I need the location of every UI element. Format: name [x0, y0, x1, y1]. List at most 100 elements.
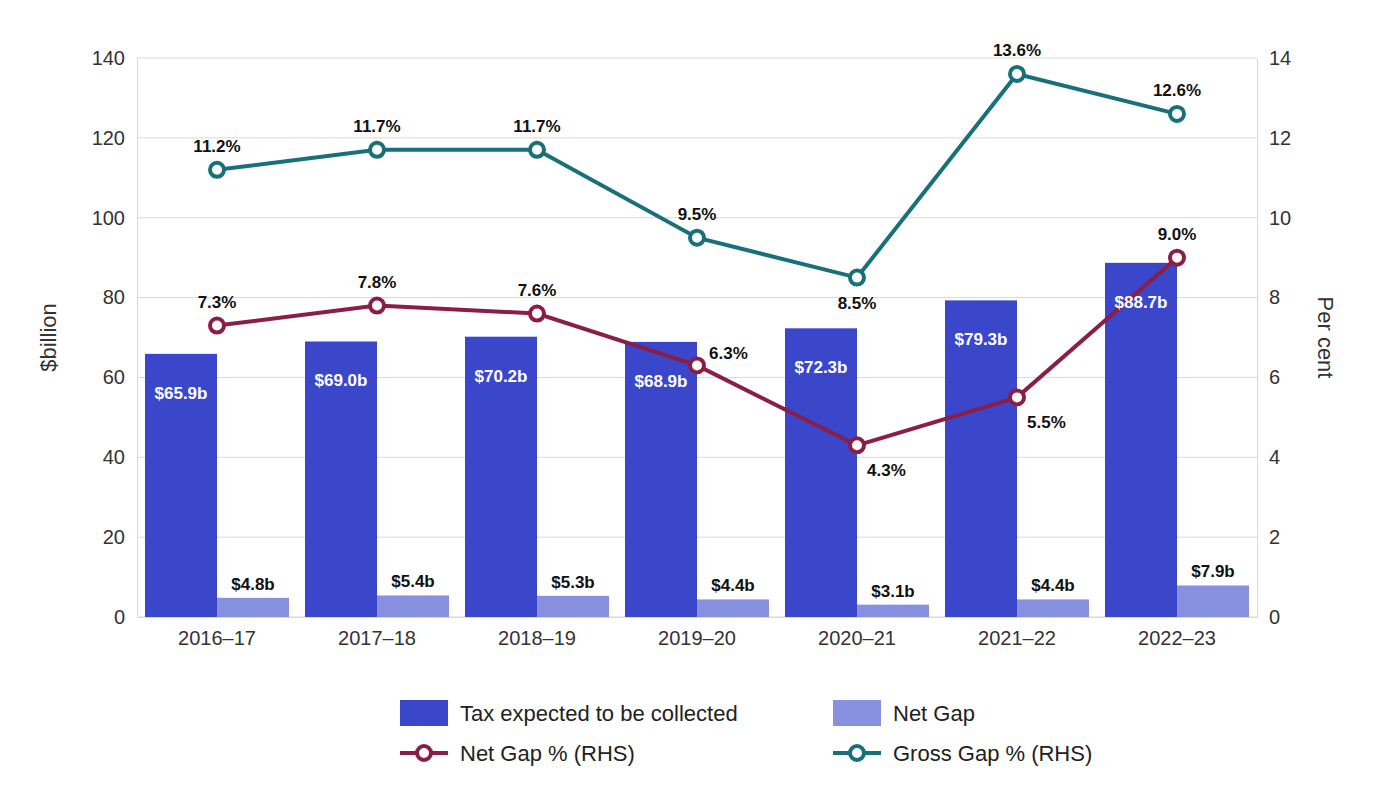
bar	[537, 596, 609, 617]
tick: 2017–18	[338, 617, 416, 649]
legend-label: Gross Gap % (RHS)	[893, 741, 1092, 766]
bar	[857, 605, 929, 617]
data-label: 12.6%	[1153, 81, 1201, 100]
tick-label: 2019–20	[658, 627, 736, 649]
tick-label: 80	[103, 286, 125, 308]
tick: 80	[103, 286, 137, 308]
data-label: $70.2b	[475, 367, 528, 386]
data-label: $79.3b	[955, 330, 1008, 349]
marker	[530, 307, 544, 321]
tick-label: 40	[103, 446, 125, 468]
tick-label: 2016–17	[178, 627, 256, 649]
legend-label: Tax expected to be collected	[460, 701, 738, 726]
grid-line	[137, 58, 1257, 59]
tick-label: 2	[1269, 526, 1280, 548]
bar	[1017, 599, 1089, 617]
tick: 2020–21	[818, 617, 896, 649]
bar	[465, 337, 537, 617]
tick-label: 2022–23	[1138, 627, 1216, 649]
marker	[1010, 67, 1024, 81]
marker	[370, 299, 384, 313]
data-label: 11.7%	[513, 117, 560, 136]
tick-label: 10	[1269, 207, 1291, 229]
data-label: 7.3%	[198, 293, 237, 312]
axis-line	[1257, 59, 1258, 618]
tick: 10	[1257, 207, 1291, 229]
bar	[377, 595, 449, 617]
tick-label: 12	[1269, 127, 1291, 149]
tick: 20	[103, 526, 137, 548]
legend-item: Tax expected to be collected	[400, 700, 738, 726]
tick: 0	[114, 606, 137, 628]
data-label: $72.3b	[795, 358, 848, 377]
tick: 120	[92, 127, 137, 149]
data-label: 5.5%	[1027, 413, 1066, 432]
axis-line	[137, 59, 138, 618]
data-label: 8.5%	[838, 294, 877, 313]
tick: 2016–17	[178, 617, 256, 649]
legend-label: Net Gap	[893, 701, 975, 726]
tick-label: 2020–21	[818, 627, 896, 649]
tick-label: 4	[1269, 446, 1280, 468]
data-label: $5.3b	[551, 573, 594, 592]
tick: 100	[92, 207, 137, 229]
marker	[690, 231, 704, 245]
data-labels: $65.9b$69.0b$70.2b$68.9b$72.3b$79.3b$88.…	[155, 41, 1235, 601]
data-label: $4.4b	[711, 576, 754, 595]
data-label: $88.7b	[1115, 293, 1168, 312]
legend-marker	[417, 746, 431, 760]
grid-line	[137, 137, 1257, 138]
chart: 020406080100120140024681012142016–172017…	[0, 0, 1378, 802]
tick: 4	[1257, 446, 1280, 468]
tick: 6	[1257, 366, 1280, 388]
bar	[785, 328, 857, 617]
bar	[1105, 263, 1177, 617]
marker	[530, 143, 544, 157]
data-label: $5.4b	[391, 572, 434, 591]
marker	[1170, 251, 1184, 265]
tick-label: 2018–19	[498, 627, 576, 649]
tick: 2018–19	[498, 617, 576, 649]
marker	[1010, 390, 1024, 404]
data-label: 11.2%	[193, 137, 240, 156]
data-label: $68.9b	[635, 372, 688, 391]
tick-label: 2021–22	[978, 627, 1056, 649]
marker	[1170, 107, 1184, 121]
bar	[217, 598, 289, 617]
bar	[305, 341, 377, 617]
tick-label: 6	[1269, 366, 1280, 388]
line	[217, 74, 1177, 278]
data-label: $3.1b	[871, 582, 914, 601]
data-label: 6.3%	[709, 344, 748, 363]
marker	[690, 358, 704, 372]
tick: 2	[1257, 526, 1280, 548]
x-axis: 2016–17 2017–18 2018–19 2019–20 2020–21 2021–…	[138, 617, 1258, 649]
tick: 140	[92, 47, 137, 69]
tick: 2019–20	[658, 617, 736, 649]
legend-label: Net Gap % (RHS)	[460, 741, 635, 766]
data-label: 13.6%	[993, 41, 1041, 60]
tick: 8	[1257, 286, 1280, 308]
data-label: 4.3%	[867, 461, 906, 480]
bar	[145, 354, 217, 617]
axis-line	[138, 617, 1258, 618]
data-label: 7.8%	[358, 273, 397, 292]
tick: 60	[103, 366, 137, 388]
legend-item: Net Gap	[833, 700, 975, 726]
data-label: 11.7%	[353, 117, 400, 136]
tick-label: 120	[92, 127, 125, 149]
y2-axis: 02468101214	[1257, 47, 1291, 628]
tick-label: 8	[1269, 286, 1280, 308]
legend-item: Gross Gap % (RHS)	[833, 741, 1092, 766]
tick-label: 0	[114, 606, 125, 628]
tick: 0	[1257, 606, 1280, 628]
tick-label: 0	[1269, 606, 1280, 628]
tick-label: 100	[92, 207, 125, 229]
tick-label: 20	[103, 526, 125, 548]
y-axis-title: $billion	[36, 303, 61, 372]
data-label: 7.6%	[518, 281, 557, 300]
legend-item: Net Gap % (RHS)	[400, 741, 635, 766]
legend-swatch	[400, 700, 448, 726]
bar	[625, 342, 697, 617]
data-label: $7.9b	[1191, 562, 1234, 581]
